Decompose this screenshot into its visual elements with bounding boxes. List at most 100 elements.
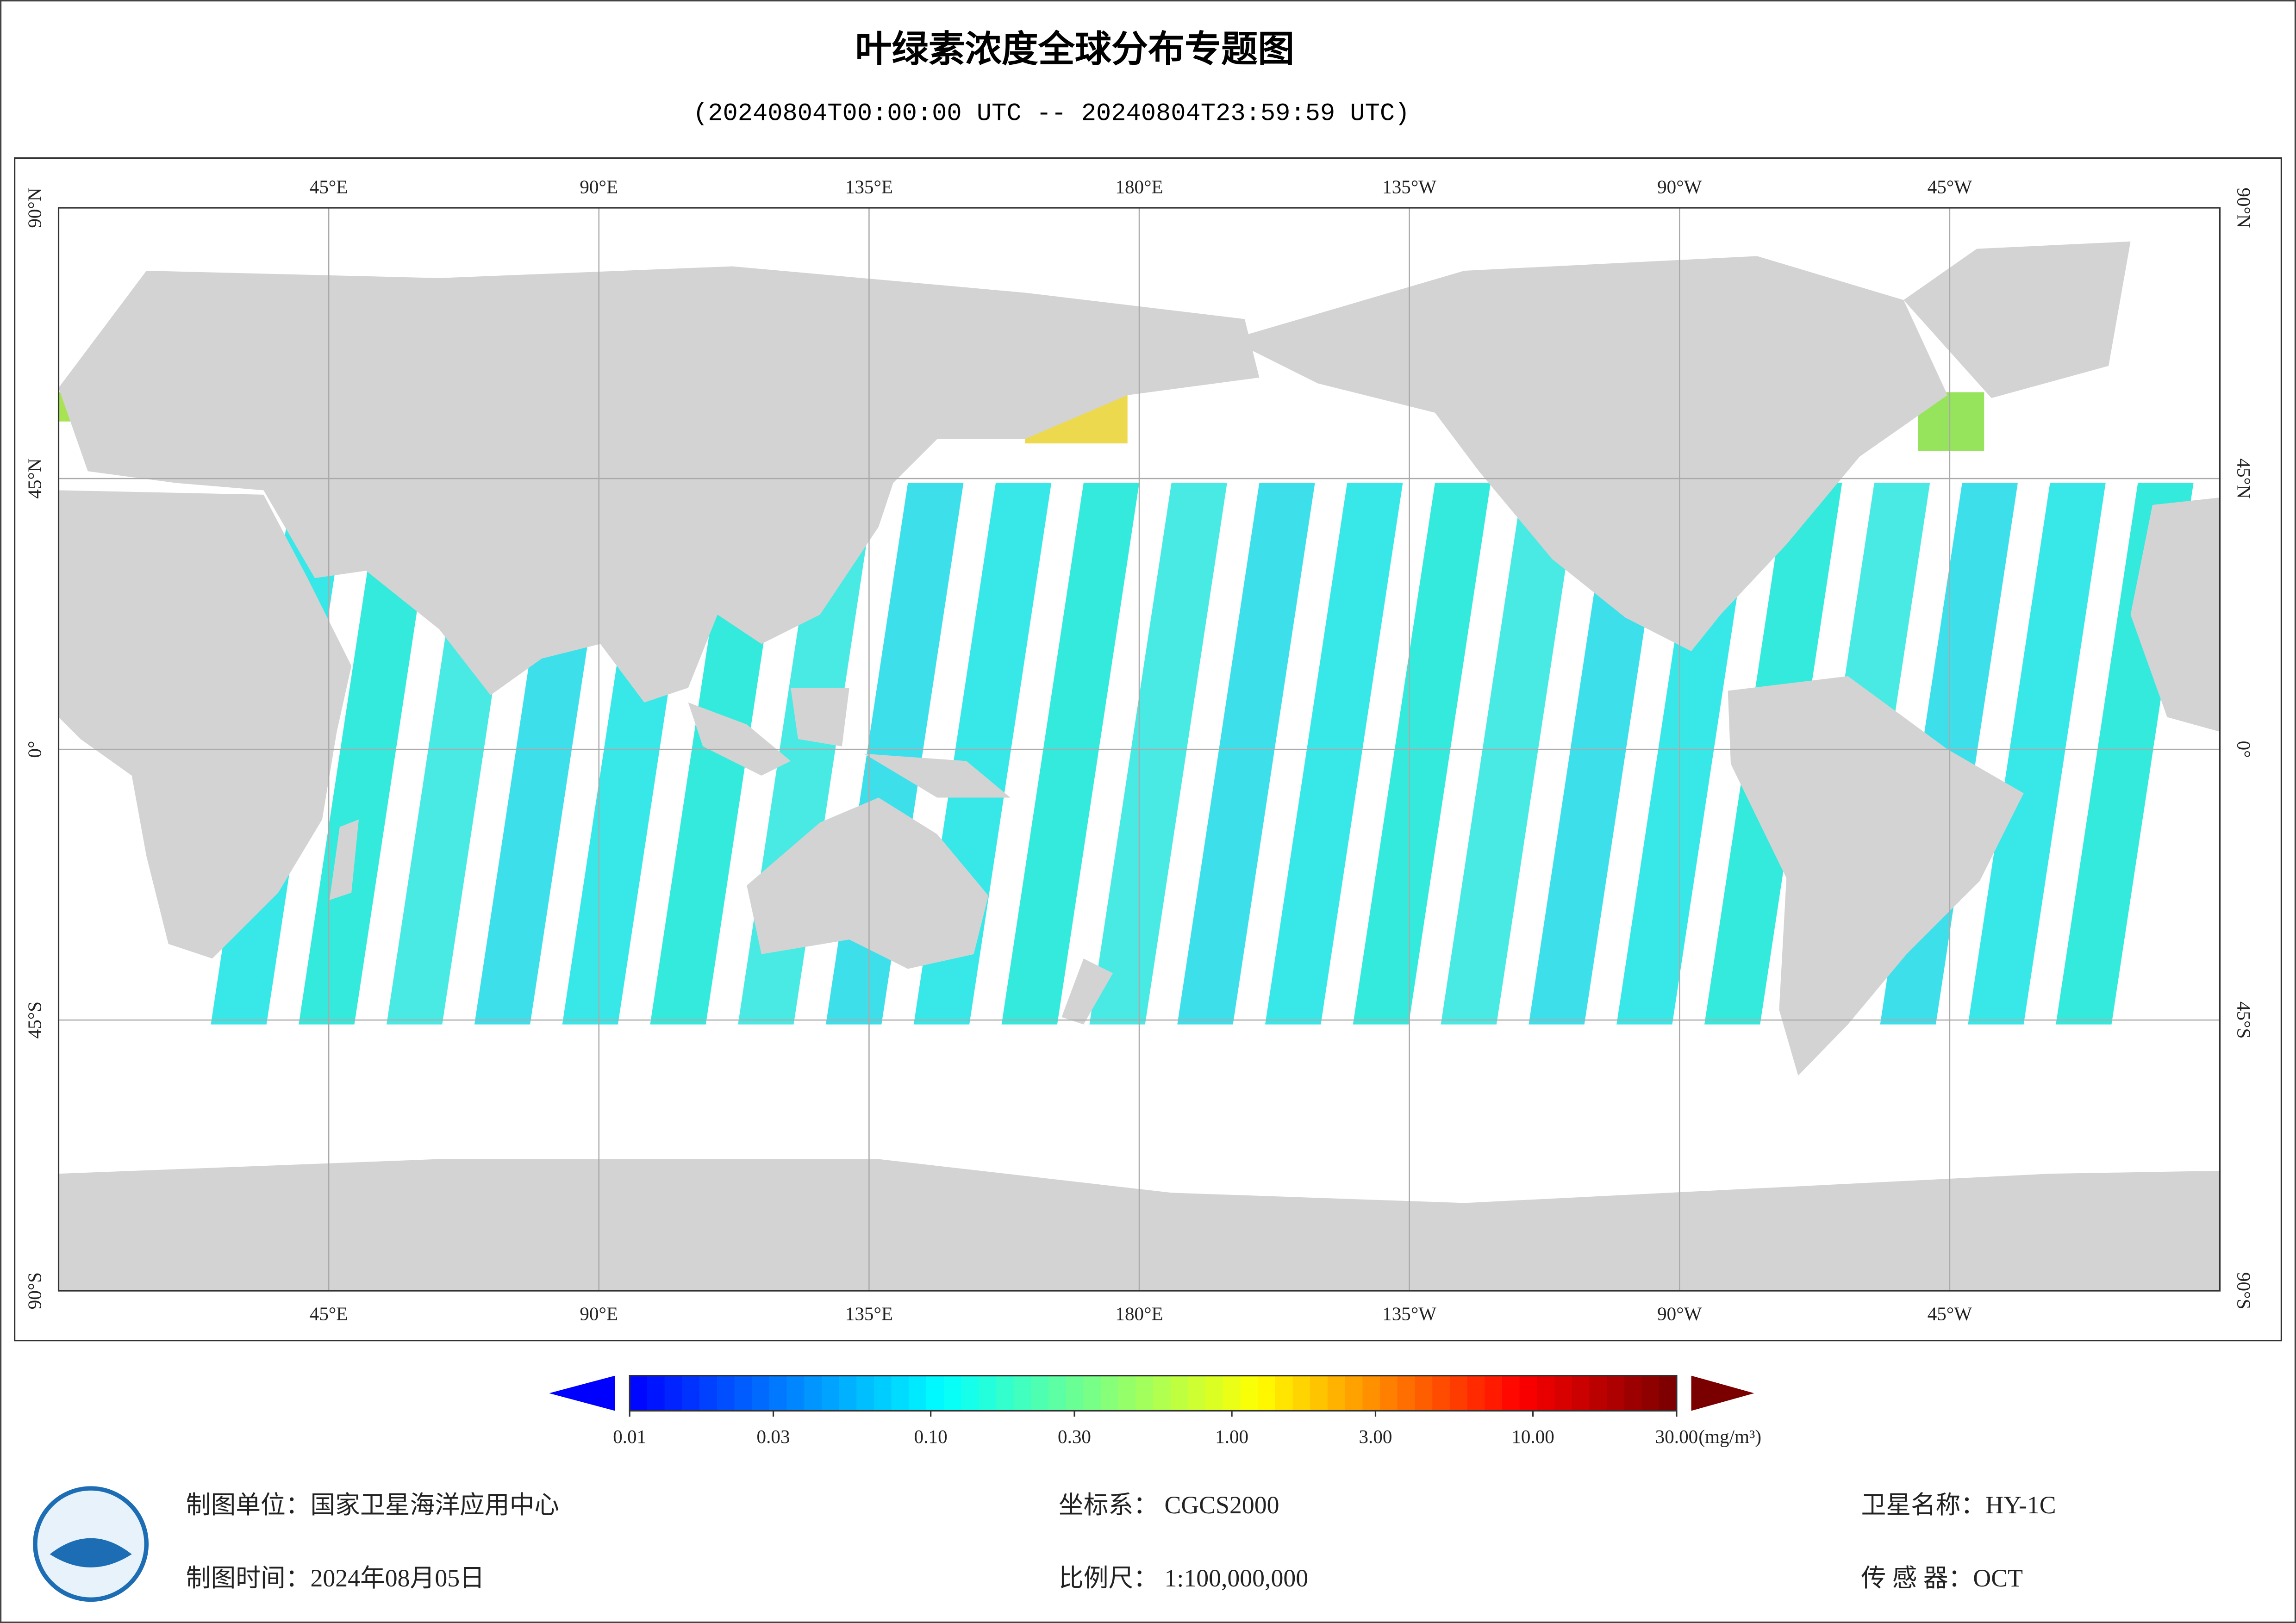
colorbar-segment [1362, 1375, 1381, 1411]
x-tick-label: 135°E [845, 176, 893, 197]
colorbar-segment [664, 1375, 683, 1411]
colorbar-segment [769, 1375, 788, 1411]
colorbar-tick-label: 3.00 [1359, 1426, 1392, 1447]
colorbar-frame [629, 1374, 1678, 1412]
data-swath [1441, 483, 1578, 1025]
colorbar-segment [630, 1375, 648, 1411]
colorbar-segment [1013, 1375, 1032, 1411]
colorbar-segment [1659, 1375, 1678, 1411]
australia [747, 797, 989, 969]
x-tick-label: 45°E [310, 176, 348, 197]
colorbar-segment [979, 1375, 997, 1411]
colorbar-segment [926, 1375, 945, 1411]
colorbar-segment [1572, 1375, 1591, 1411]
colorbar-unit: (mg/m³) [1698, 1426, 1761, 1448]
colorbar-tick-label: 0.01 [613, 1426, 646, 1447]
y-tick-label: 45°N [2233, 458, 2254, 498]
x-tick-label: 90°W [1657, 1303, 1702, 1324]
colorbar-segment [734, 1375, 753, 1411]
colorbar-segment [1170, 1375, 1189, 1411]
colorbar-segment [1275, 1375, 1294, 1411]
x-tick-label: 45°E [310, 1303, 348, 1324]
y-tick-label: 90°N [2233, 187, 2254, 228]
colorbar-segment [1310, 1375, 1329, 1411]
colorbar-segment [1397, 1375, 1416, 1411]
data-swath [1353, 483, 1491, 1025]
colorbar-segment [699, 1375, 718, 1411]
colorbar-segment [839, 1375, 857, 1411]
madagascar [329, 819, 359, 900]
colorbar-segment [1205, 1375, 1224, 1411]
colorbar-segment [1118, 1375, 1136, 1411]
africa-west [2130, 497, 2220, 732]
x-tick-label: 45°W [1928, 1303, 1972, 1324]
colorbar-segment [647, 1375, 666, 1411]
colorbar-segment [1415, 1375, 1433, 1411]
map-frame [14, 157, 2282, 1342]
colorbar-segment [1188, 1375, 1206, 1411]
colorbar-segment [1432, 1375, 1451, 1411]
colorbar-tick-label: 0.10 [914, 1426, 948, 1447]
y-tick-label: 90°S [24, 1272, 45, 1309]
colorbar-segment [891, 1375, 910, 1411]
colorbar-segment [961, 1375, 980, 1411]
y-tick-label: 0° [2233, 741, 2254, 758]
colorbar-tick-label: 10.00 [1511, 1426, 1554, 1447]
colorbar-segment [1380, 1375, 1398, 1411]
y-tick-label: 45°N [24, 458, 45, 498]
colorbar-segment [1589, 1375, 1608, 1411]
data-swath [1968, 483, 2106, 1025]
colorbar-segment [1485, 1375, 1503, 1411]
colorbar-segment [943, 1375, 962, 1411]
colorbar-segment [1258, 1375, 1276, 1411]
colorbar-under [549, 1375, 615, 1411]
colorbar-segment [1048, 1375, 1067, 1411]
footer-date: 制图时间：2024年08月05日 [186, 1564, 485, 1592]
colorbar-segment [1223, 1375, 1242, 1411]
footer-crs: 坐标系： CGCS2000 [1059, 1491, 1279, 1519]
colorbar-segment [786, 1375, 805, 1411]
colorbar-segment [1031, 1375, 1049, 1411]
colorbar-segment [1607, 1375, 1625, 1411]
y-tick-label: 45°S [24, 1001, 45, 1038]
colorbar-segment [1345, 1375, 1363, 1411]
colorbar-tick-label: 0.03 [757, 1426, 790, 1447]
colorbar-tick-label: 0.30 [1058, 1426, 1091, 1447]
colorbar-segment [682, 1375, 700, 1411]
footer-scale: 比例尺： 1:100,000,000 [1059, 1564, 1308, 1592]
x-tick-label: 90°E [580, 176, 618, 197]
data-swath [1616, 483, 1754, 1025]
colorbar-segment [856, 1375, 875, 1411]
x-tick-label: 90°W [1657, 176, 1702, 197]
colorbar-tick-label: 30.00 [1655, 1426, 1698, 1447]
colorbar-segment [996, 1375, 1015, 1411]
colorbar-segment [1136, 1375, 1154, 1411]
footer-sensor: 传 感 器：OCT [1861, 1564, 2023, 1592]
x-tick-label: 90°E [580, 1303, 618, 1324]
colorbar-over [1691, 1375, 1754, 1411]
greenland [1903, 241, 2131, 398]
colorbar-segment [1240, 1375, 1259, 1411]
colorbar-segment [1554, 1375, 1573, 1411]
colorbar-segment [821, 1375, 840, 1411]
colorbar-segment [752, 1375, 770, 1411]
colorbar-segment [873, 1375, 892, 1411]
colorbar-segment [1153, 1375, 1172, 1411]
colorbar-segment [1467, 1375, 1485, 1411]
data-swath [1089, 483, 1227, 1025]
indonesia [688, 688, 1011, 798]
colorbar-segment [1502, 1375, 1521, 1411]
title: 叶绿素浓度全球分布专题图 [855, 28, 1294, 70]
subtitle: (20240804T00:00:00 UTC -- 20240804T23:59… [693, 99, 1410, 128]
x-tick-label: 135°W [1382, 176, 1436, 197]
colorbar-tick-label: 1.00 [1215, 1426, 1248, 1447]
colorbar-segment [1066, 1375, 1084, 1411]
y-tick-label: 90°S [2233, 1272, 2254, 1309]
colorbar-segment [1519, 1375, 1538, 1411]
colorbar-segment [717, 1375, 735, 1411]
colorbar-segment [1449, 1375, 1468, 1411]
colorbar-segment [909, 1375, 927, 1411]
colorbar-segment [1292, 1375, 1311, 1411]
colorbar-segment [1100, 1375, 1119, 1411]
